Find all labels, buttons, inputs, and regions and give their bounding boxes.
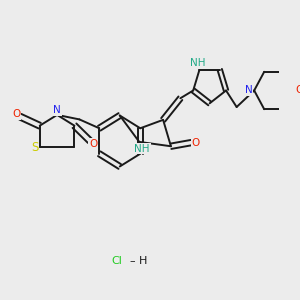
Text: NH: NH — [134, 143, 150, 154]
Text: Cl: Cl — [112, 256, 122, 266]
Text: O: O — [295, 85, 300, 95]
Text: H: H — [139, 256, 148, 266]
Text: –: – — [130, 256, 135, 266]
Text: NH: NH — [190, 58, 206, 68]
Text: O: O — [12, 109, 20, 119]
Text: N: N — [245, 85, 253, 95]
Text: N: N — [53, 105, 61, 116]
Text: S: S — [31, 141, 38, 154]
Text: O: O — [89, 139, 97, 149]
Text: O: O — [192, 138, 200, 148]
